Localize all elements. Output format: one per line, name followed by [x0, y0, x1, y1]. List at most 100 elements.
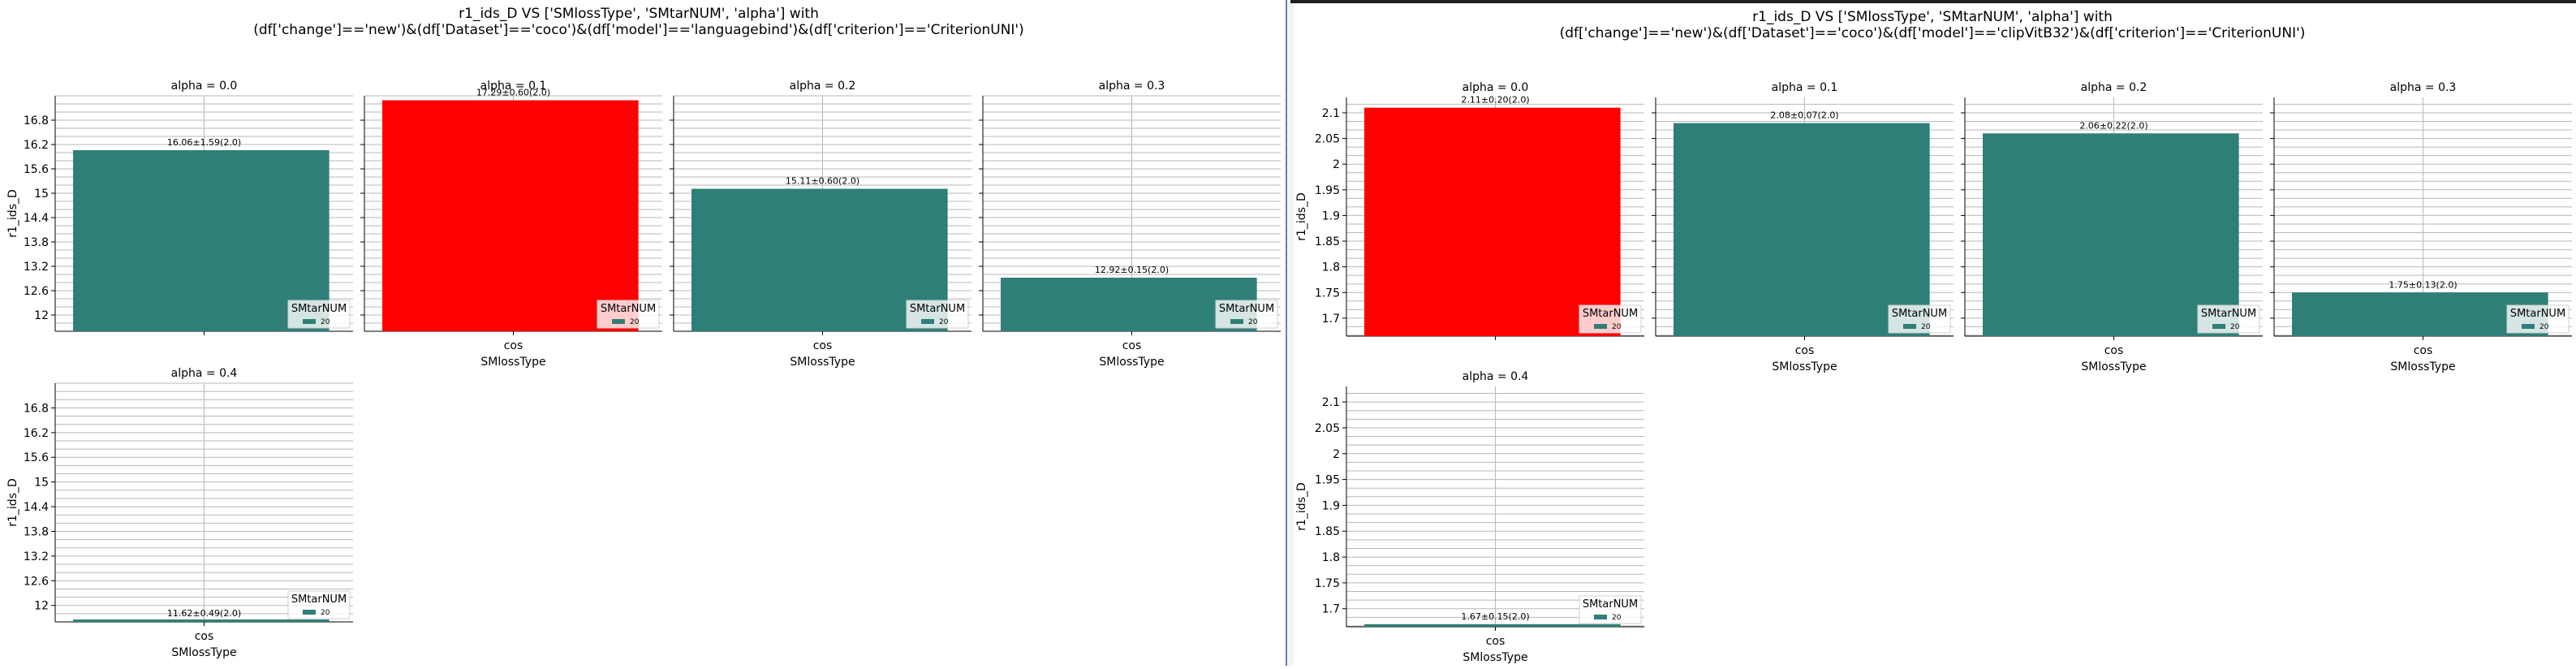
x-tick-label: cos [2414, 344, 2433, 357]
legend-box [2197, 304, 2260, 334]
y-tick-label: 12 [34, 309, 49, 322]
legend-title: SMtarNUM [1219, 303, 1274, 315]
legend-title: SMtarNUM [1583, 598, 1638, 611]
bar-value-label: 17.29±0.60(2.0) [476, 88, 550, 98]
subplot-0: alpha = 0.0 12 12.6 13.2 13.8 14.4 15 15.6 16.2 1… [6, 80, 353, 335]
y-axis-label: r1_ids_D [1295, 192, 1308, 241]
left-chart-svg: r1_ids_D VS ['SMlossType', 'SMtarNUM', '… [6, 6, 1281, 659]
legend-title: SMtarNUM [291, 303, 347, 315]
legend-box [287, 300, 351, 329]
chart-title-line-1: r1_ids_D VS ['SMlossType', 'SMtarNUM', '… [459, 6, 819, 22]
y-tick-label: 1.9 [1322, 499, 1340, 512]
x-tick-label: cos [195, 630, 214, 643]
y-tick-label: 12.6 [24, 285, 49, 298]
x-tick-label: cos [1122, 339, 1142, 352]
y-tick-label: 13.8 [24, 236, 49, 249]
subplot-title: alpha = 0.2 [790, 80, 856, 93]
bar-value-label: 2.08±0.07(2.0) [1770, 110, 1838, 121]
legend-box [597, 300, 660, 329]
legend-entry: 20 [1921, 323, 1931, 331]
legend-entry: 20 [321, 318, 330, 326]
x-tick-label: cos [2104, 344, 2124, 357]
legend-swatch [2212, 324, 2225, 329]
y-tick-label: 2 [1333, 448, 1340, 461]
legend-box [1888, 304, 1951, 334]
legend-title: SMtarNUM [2201, 308, 2256, 320]
subplot-title: alpha = 0.0 [171, 80, 238, 93]
legend-swatch [1594, 615, 1607, 619]
x-axis-label: SMlossType [1772, 360, 1837, 373]
y-tick-label: 1.8 [1322, 261, 1340, 274]
y-tick-label: 2.1 [1322, 107, 1340, 120]
y-tick-label: 13.8 [24, 525, 49, 538]
legend-box [1215, 300, 1278, 329]
legend-swatch [303, 319, 316, 324]
x-tick-label: cos [813, 339, 833, 352]
x-axis-label: SMlossType [1462, 651, 1527, 664]
bar-value-label: 2.06±0.22(2.0) [2079, 120, 2147, 131]
y-tick-label: 15 [34, 477, 49, 490]
bar-value-label: 16.06±1.59(2.0) [167, 137, 241, 148]
subplot-1: alpha = 0.1 2.08±0.07(2.0) cos SMlossType SM… [1652, 81, 1954, 373]
legend-entry: 20 [939, 318, 949, 326]
y-tick-label: 13.2 [24, 550, 49, 563]
subplot-title: alpha = 0.4 [1462, 370, 1529, 383]
chart-title-line-2: (df['change']=='new')&(df['Dataset']=='c… [1560, 25, 2306, 41]
bar-value-label: 1.67±0.15(2.0) [1461, 611, 1529, 622]
legend-entry: 20 [1248, 318, 1258, 326]
y-tick-label: 16.8 [24, 114, 49, 127]
y-axis-label: r1_ids_D [1295, 482, 1308, 531]
window-divider[interactable] [1286, 0, 1294, 666]
legend-title: SMtarNUM [1583, 308, 1638, 320]
y-tick-label: 2.05 [1315, 422, 1340, 435]
bar [2292, 292, 2548, 336]
y-tick-label: 1.8 [1322, 551, 1340, 564]
right-figure: r1_ids_D VS ['SMlossType', 'SMtarNUM', '… [1294, 3, 2576, 666]
subplot-0: alpha = 0.0 1.7 1.75 1.8 1.85 1.9 1.95 2 2.05 2.1… [1295, 81, 1644, 340]
legend-swatch [1594, 324, 1607, 329]
y-tick-label: 14.4 [24, 501, 49, 514]
x-axis-label: SMlossType [171, 646, 236, 659]
subplot-title: alpha = 0.3 [2390, 81, 2457, 94]
x-tick-label: cos [1486, 635, 1506, 648]
subplot-title: alpha = 0.1 [480, 80, 547, 93]
x-axis-label: SMlossType [790, 356, 855, 369]
legend-box [906, 300, 969, 329]
bar [691, 188, 948, 331]
y-tick-label: 14.4 [24, 212, 49, 225]
subplot-4: alpha = 0.4 12 12.6 13.2 13.8 14.4 15 15.6 16.2 1… [6, 367, 353, 659]
x-tick-label: cos [1795, 344, 1815, 357]
bar-value-label: 11.62±0.49(2.0) [167, 608, 241, 619]
legend-entry: 20 [321, 609, 330, 617]
legend-entry: 20 [1612, 323, 1622, 331]
y-tick-label: 16.8 [24, 402, 49, 415]
y-tick-label: 15.6 [24, 163, 49, 176]
y-axis-label: r1_ids_D [6, 478, 19, 527]
bar [1001, 278, 1257, 331]
bar [1364, 107, 1621, 337]
legend-swatch [2522, 324, 2535, 329]
window-top-border [1290, 0, 2576, 3]
y-tick-label: 12.6 [24, 575, 49, 588]
y-tick-label: 16.2 [24, 139, 49, 152]
legend-swatch [1903, 324, 1916, 329]
legend-title: SMtarNUM [910, 303, 965, 315]
legend-swatch [921, 319, 934, 324]
bar [382, 100, 639, 331]
y-tick-label: 1.7 [1322, 603, 1340, 616]
y-tick-label: 15.6 [24, 451, 49, 464]
bar-value-label: 12.92±0.15(2.0) [1095, 265, 1169, 275]
legend-box [1579, 304, 1642, 334]
y-tick-label: 1.9 [1322, 209, 1340, 222]
legend-box [1579, 595, 1642, 624]
subplot-title: alpha = 0.2 [2081, 81, 2147, 94]
subplot-title: alpha = 0.4 [171, 367, 238, 380]
y-tick-label: 2 [1333, 158, 1340, 171]
y-tick-label: 1.85 [1315, 525, 1340, 538]
y-tick-label: 15 [34, 188, 49, 201]
y-tick-label: 1.95 [1315, 474, 1340, 487]
right-chart-svg: r1_ids_D VS ['SMlossType', 'SMtarNUM', '… [1295, 9, 2572, 664]
bar-value-label: 15.11±0.60(2.0) [786, 176, 859, 187]
bar [1674, 123, 1930, 336]
legend-swatch [1230, 319, 1243, 324]
